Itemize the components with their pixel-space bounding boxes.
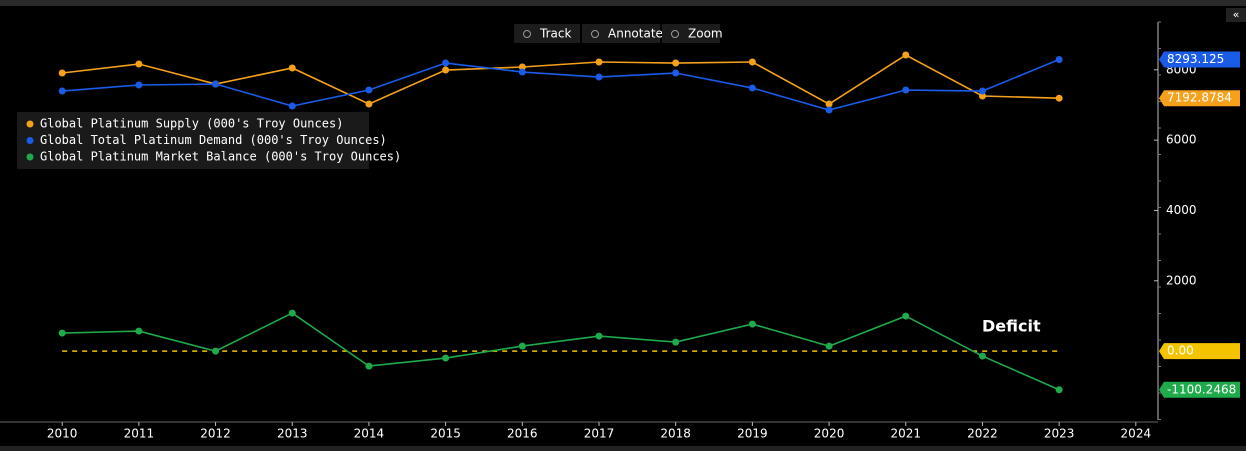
data-point [442,59,450,67]
data-point [212,347,220,355]
data-point [58,329,66,337]
toolbar-button[interactable] [662,24,720,43]
legend-label: Global Total Platinum Demand (000's Troy… [40,133,387,147]
value-badge [1159,51,1240,68]
data-point [288,309,296,317]
x-tick-label: 2017 [584,427,615,441]
legend-box [17,112,369,169]
value-badge [1159,343,1240,360]
legend-label: Global Platinum Supply (000's Troy Ounce… [40,117,343,131]
data-point [518,68,526,76]
data-point [595,332,603,340]
data-point [595,73,603,81]
x-tick-label: 2014 [354,427,385,441]
x-tick-label: 2016 [507,427,538,441]
annotation: Deficit [982,317,1041,336]
data-point [135,60,143,68]
data-point [672,69,680,77]
x-tick-label: 2018 [660,427,691,441]
value-badge-label: -1100.2468 [1167,382,1236,396]
x-tick-label: 2013 [277,427,308,441]
data-point [748,58,756,66]
x-tick-label: 2012 [200,427,231,441]
x-tick-label: 2022 [967,427,998,441]
top-toolbar [0,0,1246,6]
data-point [902,51,910,59]
data-point [1055,56,1063,64]
data-point [365,100,373,108]
value-badge-label: 0.00 [1167,344,1194,358]
data-point [748,84,756,92]
data-point [58,69,66,77]
x-tick-label: 2011 [124,427,155,441]
toolbar-label: Annotate [608,27,663,41]
data-point [825,342,833,350]
data-point [902,86,910,94]
data-point [825,106,833,114]
data-point [288,64,296,72]
collapse-button[interactable] [1226,8,1246,22]
x-tick-label: 2019 [737,427,768,441]
value-badge [1159,381,1240,398]
x-tick-label: 2015 [430,427,461,441]
data-point [365,362,373,370]
value-badge-label: 8293.125 [1167,52,1224,66]
data-point [672,338,680,346]
data-point [825,100,833,108]
data-point [978,92,986,100]
data-point [748,320,756,328]
series-line [62,54,1060,105]
y-tick-label: 6000 [1166,133,1197,147]
x-tick-label: 2021 [890,427,921,441]
x-tick-label: 2020 [814,427,845,441]
data-point [442,66,450,74]
bottom-strip [0,446,1246,451]
data-point [1055,94,1063,102]
toolbar-button[interactable] [514,24,580,43]
toolbar-icon [523,30,531,38]
data-point [902,312,910,320]
legend-label: Global Platinum Market Balance (000's Tr… [40,150,401,164]
x-tick-label: 2023 [1044,427,1075,441]
toolbar-icon [591,30,599,38]
value-badge [1159,90,1240,107]
data-point [518,342,526,350]
data-point [135,327,143,335]
data-point [442,354,450,362]
x-tick-label: 2010 [47,427,78,441]
data-point [58,87,66,95]
toolbar-label: Zoom [688,27,723,41]
legend-marker [26,153,34,161]
data-point [135,81,143,89]
toolbar-label: Track [539,27,571,41]
legend-marker [26,137,34,144]
data-point [518,63,526,71]
data-point [978,87,986,95]
data-point [365,86,373,94]
data-point [288,102,296,110]
value-badge-label: 7192.8784 [1167,91,1232,105]
collapse-icon: « [1233,8,1240,21]
data-point [672,59,680,67]
y-tick-label: 4000 [1166,203,1197,217]
legend-marker [26,120,34,128]
data-point [595,58,603,66]
y-tick-label: 2000 [1166,273,1197,287]
toolbar-button[interactable] [582,24,660,43]
series-line [62,58,1060,111]
x-tick-label: 2024 [1121,427,1152,441]
data-point [1055,386,1063,394]
data-point [978,352,986,360]
toolbar-icon [671,30,679,38]
data-point [212,80,220,88]
series-line [62,312,1060,391]
